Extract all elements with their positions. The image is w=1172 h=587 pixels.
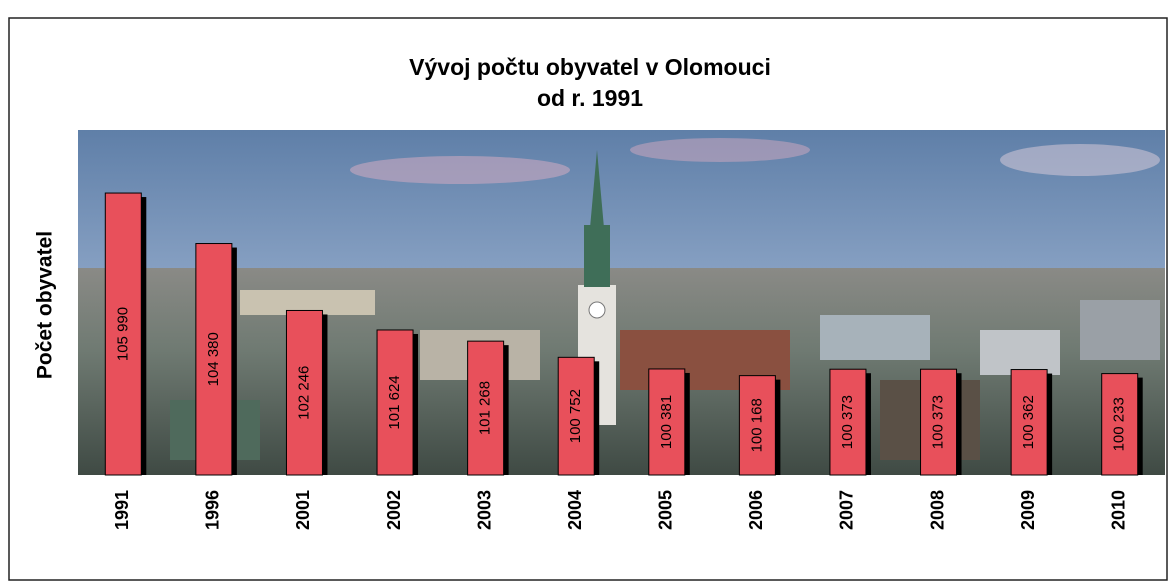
value-label: 101 268 <box>477 381 494 435</box>
chart-subtitle: od r. 1991 <box>537 85 643 111</box>
x-tick-label: 2001 <box>293 490 313 530</box>
value-label: 100 168 <box>748 398 765 452</box>
x-tick-label: 2005 <box>656 490 676 530</box>
chart: Vývoj počtu obyvatel v Olomouci od r. 19… <box>0 0 1172 587</box>
value-label: 102 246 <box>295 366 312 420</box>
x-tick-label: 2004 <box>565 490 585 530</box>
photo-background <box>78 130 1165 475</box>
value-label: 100 381 <box>658 395 675 449</box>
x-tick-label: 2006 <box>746 490 766 530</box>
x-tick-label: 2007 <box>837 490 857 530</box>
x-tick-label: 2002 <box>384 490 404 530</box>
value-label: 100 362 <box>1020 395 1037 449</box>
x-tick-label: 1996 <box>203 490 223 530</box>
value-label: 100 373 <box>839 395 856 449</box>
page: Vývoj počtu obyvatel v Olomouci od r. 19… <box>0 0 1172 587</box>
x-tick-label: 2009 <box>1018 490 1038 530</box>
value-label: 100 373 <box>930 395 947 449</box>
value-label: 105 990 <box>114 307 131 361</box>
x-tick-label: 2008 <box>927 490 947 530</box>
value-label: 100 233 <box>1111 397 1128 451</box>
y-axis-label: Počet obyvatel <box>34 231 57 379</box>
x-tick-label: 2010 <box>1108 490 1128 530</box>
value-label: 104 380 <box>205 332 222 386</box>
value-label: 101 624 <box>386 375 403 429</box>
x-tick-label: 1991 <box>112 490 132 530</box>
x-tick-label: 2003 <box>474 490 494 530</box>
chart-title: Vývoj počtu obyvatel v Olomouci <box>409 54 771 80</box>
value-label: 100 752 <box>567 389 584 443</box>
